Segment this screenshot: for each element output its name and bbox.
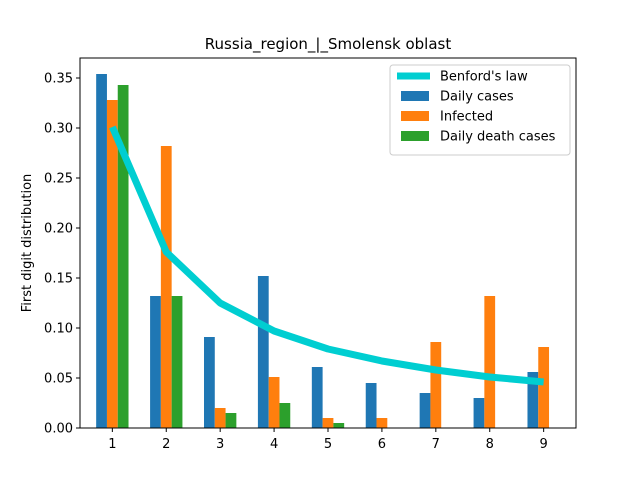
bar-daily-cases-8 [473,398,485,428]
bar-infected-5 [322,418,334,428]
x-tick-label: 6 [378,437,386,452]
bar-daily-cases-2 [150,296,161,428]
legend-swatch [401,111,429,121]
bar-daily-cases-6 [365,383,377,428]
x-tick-label: 8 [486,437,494,452]
bar-infected-3 [214,408,226,428]
bar-daily-death-cases-4 [279,403,291,428]
bar-daily-cases-4 [257,276,269,428]
bar-daily-cases-1 [96,74,107,428]
x-tick-label: 2 [162,437,170,452]
legend-entry-label: Daily death cases [440,130,556,145]
x-tick-label: 1 [108,437,116,452]
bar-infected-8 [484,296,496,428]
bar-daily-death-cases-3 [225,413,237,428]
legend-frame [389,64,571,156]
x-tick-label: 9 [540,437,548,452]
bar-infected-1 [106,100,118,428]
bars-group [96,74,550,428]
y-tick-label: 0.20 [44,222,73,237]
x-tick-label: 4 [270,437,278,452]
bar-daily-death-cases-2 [171,296,183,428]
y-tick-label: 0.30 [44,122,73,137]
legend: Benford's law Daily cases Infected Daily de… [389,64,571,156]
x-tick-label: 3 [216,437,224,452]
bar-daily-death-cases-5 [333,423,345,428]
benford-line-group [109,125,544,386]
chart-title: Russia_region_|_Smolensk oblast [205,35,452,54]
bar-daily-cases-5 [311,367,323,428]
y-tick-label: 0.05 [44,372,73,387]
bar-daily-cases-7 [419,393,431,428]
y-axis: 0.00 0.05 0.10 0.15 0.20 0.25 0.30 0.35 [44,72,80,437]
y-tick-label: 0.00 [44,422,73,437]
bar-infected-6 [376,418,388,428]
legend-swatch [401,131,429,141]
legend-entry-label: Infected [440,110,493,125]
x-tick-label: 7 [432,437,440,452]
y-tick-label: 0.10 [44,322,73,337]
bar-infected-2 [160,146,172,428]
bar-daily-death-cases-1 [117,85,129,428]
bar-daily-cases-9 [527,372,539,428]
x-tick-label: 5 [324,437,332,452]
legend-entry-label: Daily cases [440,90,514,105]
bar-infected-7 [430,342,442,428]
bar-daily-cases-3 [204,337,215,428]
legend-swatch [401,91,429,101]
y-tick-label: 0.15 [44,272,73,287]
benford-line [109,125,544,386]
bar-infected-9 [538,347,550,428]
y-tick-label: 0.35 [44,72,73,87]
x-axis: 1 2 3 4 5 6 7 8 9 [108,428,548,452]
legend-entry-label: Benford's law [440,70,528,85]
bar-infected-4 [268,377,280,428]
y-tick-label: 0.25 [44,172,73,187]
y-axis-label: First digit distribution [20,174,35,313]
